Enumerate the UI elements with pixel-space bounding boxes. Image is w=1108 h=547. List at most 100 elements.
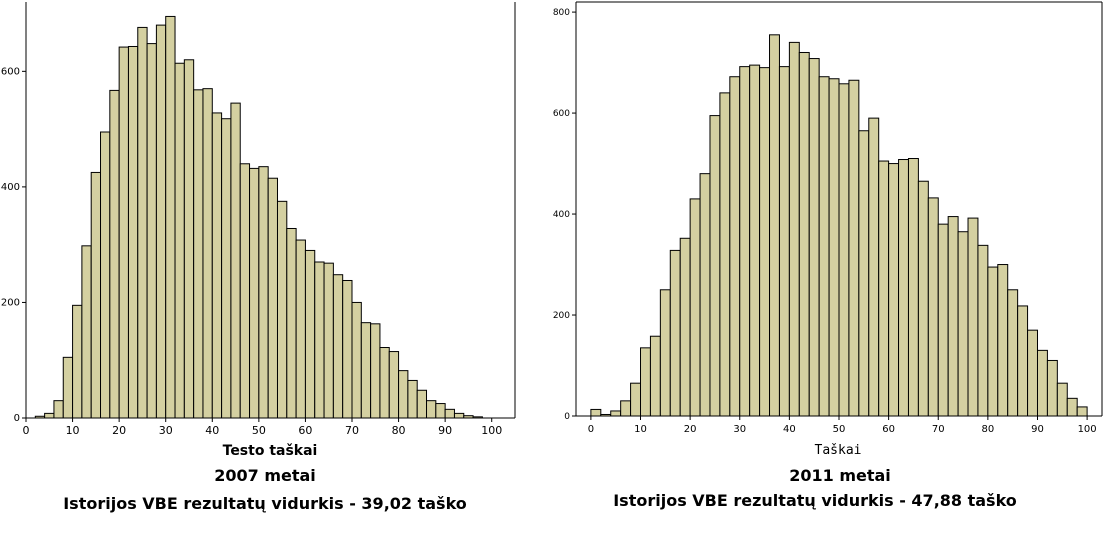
histogram-bar xyxy=(416,389,428,419)
histogram-bar xyxy=(109,89,120,419)
histogram-bar xyxy=(351,301,362,419)
x-tick-label: 60 xyxy=(882,424,895,435)
histogram-bar xyxy=(679,237,691,417)
histogram-bar xyxy=(267,177,278,419)
histogram-bar xyxy=(342,279,353,419)
histogram-bar xyxy=(788,41,800,417)
histogram-bar xyxy=(221,118,232,419)
y-tick-label: 200 xyxy=(1,297,20,308)
histogram-bar xyxy=(669,249,681,417)
histogram-bar xyxy=(146,43,157,419)
histogram-bar xyxy=(848,79,860,417)
x-tick-label: 90 xyxy=(1031,424,1044,435)
histogram-bar xyxy=(818,76,830,417)
histogram-bar xyxy=(398,370,409,419)
histogram-bar xyxy=(630,382,642,417)
histogram-bar xyxy=(997,264,1009,417)
histogram-bar xyxy=(778,66,790,417)
histogram-bar xyxy=(118,46,129,419)
x-tick-label: 40 xyxy=(205,424,219,437)
histogram-bar xyxy=(332,274,344,419)
histogram-bar xyxy=(62,356,74,419)
histogram-bar xyxy=(1076,406,1088,417)
histogram-bar xyxy=(610,410,622,417)
histogram-bar xyxy=(53,400,64,419)
histogram-bar xyxy=(137,26,148,419)
histogram-bar xyxy=(719,92,731,417)
histogram-bar xyxy=(957,231,969,417)
x-tick-label: 100 xyxy=(481,424,502,437)
x-tick-label: 50 xyxy=(833,424,846,435)
year-label-2011: 2011 metai xyxy=(789,466,891,485)
year-label-2007: 2007 metai xyxy=(214,466,316,485)
histogram-bar xyxy=(947,216,959,417)
histogram-2007: 0 200 400 600 0 10 20 30 40 50 60 70 80 90 100 Testo ta… xyxy=(1,2,516,459)
histogram-bar xyxy=(620,400,632,417)
subtitle-2007: Istorijos VBE rezultatų vidurkis - 39,02… xyxy=(63,494,467,513)
histogram-bar xyxy=(127,45,139,419)
y-tick-label: 600 xyxy=(1,66,20,77)
histogram-bar xyxy=(878,160,890,417)
histogram-bar xyxy=(1066,397,1078,417)
x-tick-label: 50 xyxy=(252,424,266,437)
histogram-bar xyxy=(379,347,390,419)
histogram-bar xyxy=(323,262,334,419)
histogram-bar xyxy=(828,78,840,417)
histogram-bar xyxy=(202,88,213,419)
histogram-bar xyxy=(174,62,185,419)
histogram-bar xyxy=(276,200,288,419)
histogram-bar xyxy=(435,403,446,419)
y-tick-label: 0 xyxy=(14,413,20,424)
histogram-bar xyxy=(649,335,661,417)
histogram-bar xyxy=(1036,349,1048,417)
x-tick-label: 80 xyxy=(982,424,995,435)
histogram-bar xyxy=(689,198,701,417)
histogram-bar xyxy=(590,408,602,417)
histogram-bar xyxy=(155,24,167,419)
histogram-bar xyxy=(286,227,297,419)
histogram-bar xyxy=(888,163,900,417)
histogram-bar xyxy=(1046,359,1058,417)
histogram-bar xyxy=(917,180,929,417)
histogram-bar xyxy=(90,171,102,419)
histogram-bar xyxy=(868,117,880,417)
y-tick-label: 0 xyxy=(564,412,570,422)
subtitle-2011: Istorijos VBE rezultatų vidurkis - 47,88… xyxy=(613,491,1017,510)
histogram-bar xyxy=(230,102,241,419)
histogram-bar xyxy=(183,59,195,419)
histogram-bar xyxy=(769,34,780,417)
histogram-2011: 0 200 400 600 800 0 10 20 30 40 50 60 70 80 90 100 Taška… xyxy=(553,1,1103,458)
y-tick-label: 800 xyxy=(553,8,570,18)
histogram-bar xyxy=(453,412,465,419)
x-tick-label: 10 xyxy=(66,424,80,437)
x-tick-label: 30 xyxy=(159,424,173,437)
histogram-bar xyxy=(640,347,651,417)
x-tick-label: 80 xyxy=(392,424,406,437)
histogram-bar xyxy=(1027,329,1038,417)
y-tick-label: 600 xyxy=(553,109,570,119)
histogram-bar xyxy=(370,323,381,419)
histogram-bar xyxy=(1007,289,1019,417)
histogram-bar xyxy=(407,379,418,419)
histogram-bar xyxy=(388,351,400,419)
histogram-bar xyxy=(977,244,989,417)
histogram-bar xyxy=(360,322,372,419)
histogram-bar xyxy=(81,245,92,419)
histogram-bar xyxy=(258,166,269,419)
x-axis-label: Testo taškai xyxy=(223,443,318,459)
histogram-bar xyxy=(659,289,671,417)
y-tick-label: 200 xyxy=(553,311,570,321)
x-tick-label: 40 xyxy=(783,424,796,435)
x-tick-label: 60 xyxy=(298,424,312,437)
histogram-bar xyxy=(211,112,223,419)
histogram-bar xyxy=(699,173,711,417)
x-tick-label: 0 xyxy=(588,424,594,435)
x-tick-label: 0 xyxy=(23,424,30,437)
histogram-bar xyxy=(729,76,741,417)
histogram-bar xyxy=(100,131,111,419)
histogram-bar xyxy=(444,408,455,419)
x-tick-label: 20 xyxy=(684,424,697,435)
x-tick-label: 100 xyxy=(1078,424,1097,435)
histogram-bar xyxy=(808,58,820,417)
histogram-bar xyxy=(1056,382,1068,417)
